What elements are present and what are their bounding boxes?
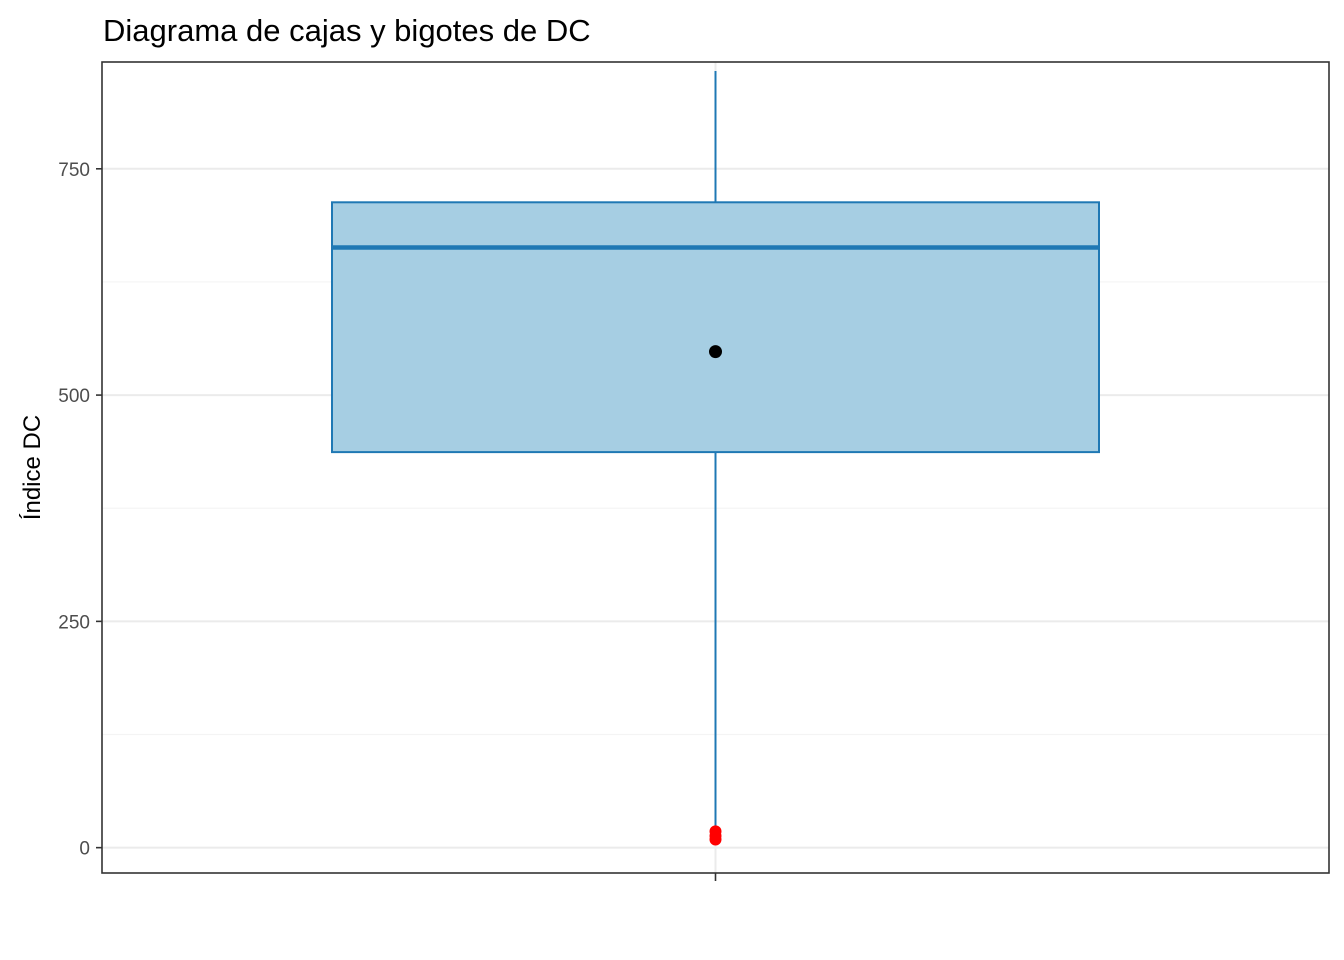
plot-panel [101,61,1330,874]
outlier-point [709,825,722,838]
y-axis-title: Índice DC [19,415,46,520]
y-tick-label: 500 [58,386,90,407]
plot-marks [331,71,1100,846]
y-axis: 0 250 500 750 [58,160,102,860]
y-tick-label: 0 [79,839,90,860]
chart-title: Diagrama de cajas y bigotes de DC [103,13,591,48]
y-tick-label: 250 [58,612,90,633]
y-tick-label: 750 [58,160,90,181]
mean-point [709,345,722,359]
iqr-box [331,201,1100,454]
